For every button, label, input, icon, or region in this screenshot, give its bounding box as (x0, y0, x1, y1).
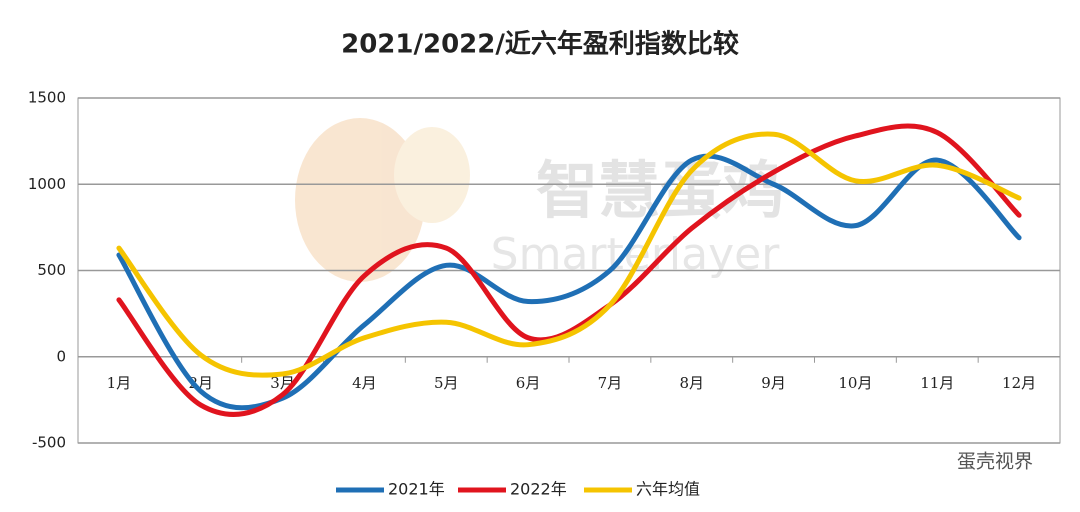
watermark-logo (295, 118, 470, 282)
x-tick-label: 12月 (1002, 374, 1036, 392)
legend-label: 六年均值 (636, 480, 700, 499)
x-tick-label: 4月 (352, 374, 377, 392)
legend-label: 2021年 (388, 480, 445, 499)
watermark-source: 蛋壳视界 (957, 451, 1033, 473)
y-tick-label: 1000 (28, 175, 66, 193)
x-tick-label: 5月 (434, 374, 459, 392)
chart-title: 2021/2022/近六年盈利指数比较 (341, 29, 739, 60)
y-tick-label: 0 (56, 347, 66, 365)
legend-label: 2022年 (510, 480, 567, 499)
x-tick-label: 11月 (920, 374, 954, 392)
x-tick-label: 10月 (838, 374, 872, 392)
series-line (116, 131, 1022, 378)
x-tick-label: 6月 (516, 374, 541, 392)
x-tick-label: 9月 (761, 374, 786, 392)
x-tick-label: 1月 (107, 374, 132, 392)
y-tick-label: 1500 (28, 89, 66, 107)
y-tick-label: -500 (32, 434, 66, 452)
y-tick-label: 500 (37, 261, 66, 279)
x-tick-label: 8月 (679, 374, 704, 392)
x-tick-label: 7月 (598, 374, 623, 392)
